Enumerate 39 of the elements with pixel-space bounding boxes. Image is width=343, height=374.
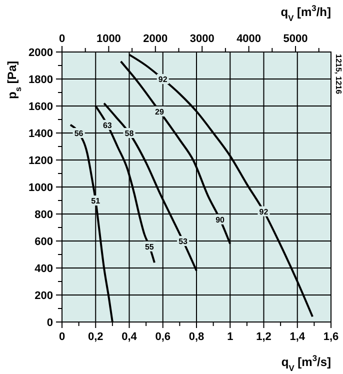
annotation: 29 xyxy=(155,107,165,116)
y-tick-label: 200 xyxy=(34,290,53,302)
annotation: 55 xyxy=(144,242,154,252)
y-tick-label: 800 xyxy=(34,209,53,221)
annotation: 63 xyxy=(102,120,112,130)
x-tick-label: 0,2 xyxy=(88,331,104,343)
y-tick-label: 2000 xyxy=(28,47,53,59)
x-axis-title: q$_{V}$ [m$^{3}$/s] xyxy=(281,353,331,373)
annotation: 92 xyxy=(158,75,168,84)
annotation: 51 xyxy=(91,196,101,206)
annotation: 58 xyxy=(124,129,134,138)
y-tick-label: 1000 xyxy=(28,182,53,194)
y-tick-label: 0 xyxy=(46,317,53,329)
x2-tick-label: 0 xyxy=(58,33,66,45)
x-tick-label: 0,4 xyxy=(122,331,138,343)
x2-tick-label: 4000 xyxy=(236,33,262,45)
y-tick-label: 400 xyxy=(34,263,53,275)
text: 1215, 1216 xyxy=(334,54,343,95)
x-tick-label: 1,6 xyxy=(323,331,339,343)
y-tick-label: 1400 xyxy=(28,128,53,140)
y-tick-label: 600 xyxy=(34,236,53,248)
y-tick-label: 1200 xyxy=(28,155,53,167)
x-tick-label: 0,8 xyxy=(188,331,204,343)
y-tick-label: 1600 xyxy=(28,101,53,113)
x2-axis-title: q$_{V}$ [m$^{3}$/h] xyxy=(280,3,331,23)
x2-tick-label: 1000 xyxy=(96,33,121,45)
x2-tick-label: 2000 xyxy=(143,33,168,45)
y-tick-label: 1800 xyxy=(28,74,53,86)
x-tick-label: 1 xyxy=(227,331,234,343)
x-tick-label: 0 xyxy=(58,331,66,343)
annotation: 90 xyxy=(216,215,226,224)
annotation: 56 xyxy=(74,129,84,138)
x-tick-label: 0,6 xyxy=(155,331,171,343)
annotation: 53 xyxy=(178,237,188,246)
x-tick-label: 1,2 xyxy=(256,331,272,343)
x-tick-label: 1,4 xyxy=(290,331,306,343)
x2-tick-label: 5000 xyxy=(283,33,308,45)
x2-tick-label: 3000 xyxy=(190,33,214,45)
annotation: 92 xyxy=(259,207,269,216)
